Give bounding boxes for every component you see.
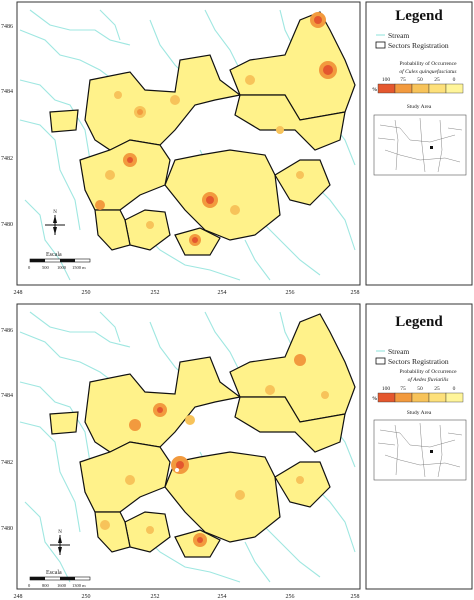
probability-scale-value: 50 — [417, 77, 423, 83]
map-svg: N Escala 0 800 1600 1300 m 7486 7484 748… — [1, 303, 473, 600]
scale-tick: 0 — [28, 265, 31, 270]
y-tick-label: 7484 — [1, 89, 13, 95]
map-panel-culex: N Escala 0 500 1000 1500 m 7486 7484 748… — [1, 1, 473, 296]
sectors-legend-swatch — [375, 357, 386, 365]
svg-text:N: N — [53, 210, 57, 215]
probability-swatch — [377, 392, 396, 403]
north-arrow-icon: N — [45, 210, 65, 235]
x-tick-label: 256 — [286, 290, 295, 296]
sectors-legend-swatch — [375, 41, 386, 49]
probability-scale-value: 75 — [400, 386, 406, 392]
percent-symbol: % — [372, 396, 378, 402]
sector-polygons — [49, 11, 356, 256]
probability-scale-value: 25 — [434, 386, 440, 392]
y-tick-label: 7482 — [1, 460, 13, 466]
probability-swatch — [445, 392, 464, 403]
stream-legend-label: Stream — [388, 31, 409, 40]
probability-scale-value: 25 — [434, 77, 440, 83]
probability-scale-value: 100 — [382, 386, 391, 392]
probability-swatch — [411, 392, 430, 403]
y-tick-label: 7486 — [1, 24, 13, 30]
probability-hotspots — [100, 354, 329, 547]
scale-label: Escala — [46, 570, 62, 576]
scale-tick: 500 — [42, 265, 50, 270]
scale-tick: 1000 — [57, 265, 67, 270]
probability-swatch — [428, 83, 447, 94]
x-tick-label: 252 — [151, 594, 160, 600]
x-tick-label: 256 — [286, 594, 295, 600]
probability-species: of Aedes fluviatilis — [408, 376, 449, 383]
percent-symbol: % — [372, 87, 378, 93]
scale-tick: 800 — [42, 583, 50, 588]
x-tick-label: 254 — [218, 290, 227, 296]
probability-swatch — [377, 83, 396, 94]
probability-title: Probability of Occurrence — [399, 60, 457, 67]
probability-title: Probability of Occurrence — [399, 368, 457, 375]
probability-swatch — [428, 392, 447, 403]
probability-scale-value: 0 — [453, 77, 456, 83]
y-tick-label: 7486 — [1, 328, 13, 334]
north-arrow-icon: N — [50, 530, 70, 555]
x-tick-label: 258 — [351, 594, 360, 600]
y-axis-ticks: 7486 7484 7482 7480 — [1, 24, 13, 228]
scale-tick: 1500 m — [72, 265, 86, 270]
scale-bar: Escala 0 500 1000 1500 m — [28, 252, 91, 270]
x-axis-ticks: 248 250 252 254 256 258 — [14, 290, 360, 296]
scale-bar: Escala 0 800 1600 1300 m — [28, 570, 91, 588]
x-tick-label: 254 — [218, 594, 227, 600]
study-area-label: Study Area — [407, 410, 432, 416]
probability-hotspots — [95, 12, 337, 246]
probability-scale-value: 100 — [382, 77, 391, 83]
probability-scale-value: 75 — [400, 77, 406, 83]
stream-legend-label: Stream — [388, 347, 409, 356]
x-tick-label: 248 — [14, 290, 23, 296]
y-tick-label: 7480 — [1, 222, 13, 228]
map-svg: N Escala 0 500 1000 1500 m 7486 7484 748… — [1, 1, 473, 296]
y-tick-label: 7480 — [1, 526, 13, 532]
probability-scale-value: 0 — [453, 386, 456, 392]
x-tick-label: 252 — [151, 290, 160, 296]
probability-species: of Culex quinquefasciatus — [399, 68, 456, 75]
y-tick-label: 7484 — [1, 393, 13, 399]
x-tick-label: 248 — [14, 594, 23, 600]
study-area-inset-map — [373, 419, 467, 481]
sectors-legend-label: Sectors Registration — [388, 357, 449, 366]
y-tick-label: 7482 — [1, 156, 13, 162]
probability-swatch — [394, 83, 413, 94]
probability-swatch — [445, 83, 464, 94]
x-tick-label: 258 — [351, 290, 360, 296]
study-area-label: Study Area — [407, 104, 432, 110]
sectors-legend-label: Sectors Registration — [388, 41, 449, 50]
legend-panel: Legend Stream Sectors Registration Proba… — [365, 303, 473, 590]
scale-tick: 1600 — [57, 583, 67, 588]
study-area-inset-map — [373, 114, 467, 176]
legend-title: Legend — [395, 314, 443, 330]
scale-tick: 0 — [28, 583, 31, 588]
probability-swatch — [394, 392, 413, 403]
scale-tick: 1300 m — [72, 583, 86, 588]
x-axis-ticks: 248 250 252 254 256 258 — [14, 594, 360, 600]
x-tick-label: 250 — [82, 594, 91, 600]
probability-swatch — [411, 83, 430, 94]
map-panel-aedes: N Escala 0 800 1600 1300 m 7486 7484 748… — [0, 300, 474, 600]
probability-scale-value: 50 — [417, 386, 423, 392]
svg-text:N: N — [58, 530, 62, 535]
scale-label: Escala — [46, 252, 62, 258]
x-tick-label: 250 — [82, 290, 91, 296]
y-axis-ticks: 7486 7484 7482 7480 — [1, 328, 13, 532]
legend-panel: Legend Stream Sectors Registration Proba… — [365, 1, 473, 286]
legend-title: Legend — [395, 8, 443, 24]
